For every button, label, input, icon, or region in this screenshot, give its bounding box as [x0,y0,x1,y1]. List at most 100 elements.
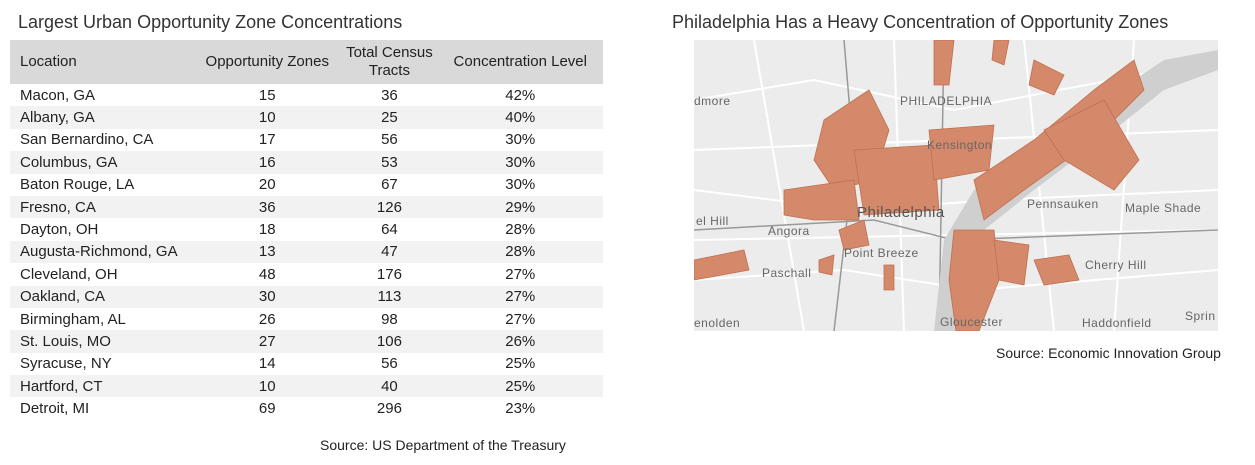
table-cell: 64 [381,221,398,239]
table-row: Baton Rouge, LA 20 67 30% [10,174,603,196]
map-label: Philadelphia [857,204,945,221]
table-cell: 47 [381,243,398,261]
header-cell: Opportunity Zones [205,53,329,70]
table-cell: Cleveland, OH [20,265,118,283]
table-row: Oakland, CA 30 113 27% [10,285,603,308]
table-cell: 26% [505,332,536,350]
table-cell: Albany, GA [20,109,95,127]
table-cell: 28% [505,221,536,239]
table-cell: 25% [505,355,536,373]
table-row: San Bernardino, CA 17 56 30% [10,129,603,151]
table-cell: 56 [381,355,398,373]
table-cell: 53 [381,153,398,171]
table-cell: 17 [258,131,276,149]
table-row: Detroit, MI 69 296 23% [10,397,603,419]
map: dmore PHILADELPHIA Kensington Philadelphia P… [694,40,1218,331]
table-row: St. Louis, MO 27 106 26% [10,330,603,353]
table-cell: 113 [377,288,402,306]
table-cell: 27% [505,265,536,283]
table-cell: Birmingham, AL [20,310,126,328]
map-label: Sprin [1185,309,1216,323]
map-source: Source: Economic Innovation Group [996,345,1221,361]
table-cell: 27% [505,310,536,328]
map-label: Maple Shade [1125,201,1201,215]
map-label: Angora [768,224,810,238]
table-row: Dayton, OH 18 64 28% [10,218,603,240]
table-row: Augusta-Richmond, GA 13 47 28% [10,240,603,264]
table-cell: 176 [376,265,402,283]
table-cell: 10 [258,377,276,395]
table-cell: Oakland, CA [20,288,106,306]
table-cell: 40% [505,109,536,127]
table-cell: Syracuse, NY [20,355,112,373]
table-cell: 30% [505,176,536,194]
map-label: Cherry Hill [1085,258,1147,272]
table-cell: 27% [505,288,536,306]
table-cell: 10 [258,109,276,127]
header-cell: Location [20,53,77,70]
table-row: Cleveland, OH 48 176 27% [10,263,603,285]
table-cell: Hartford, CT [20,377,103,395]
table-cell: 69 [258,400,276,418]
map-label: Gloucester [940,315,1003,329]
map-label: Kensington [927,138,992,152]
table-cell: 30 [258,288,276,306]
table-cell: 16 [258,153,276,171]
table-cell: Baton Rouge, LA [20,176,135,194]
table-cell: 26 [258,310,276,328]
table-cell: 40 [381,377,398,395]
table-row: Hartford, CT 10 40 25% [10,375,603,398]
header-cell: Total Census Tracts [346,44,433,79]
map-label: el Hill [696,214,729,228]
table-cell: Fresno, CA [20,198,96,216]
map-label: PHILADELPHIA [900,94,992,108]
table-row: Syracuse, NY 14 56 25% [10,353,603,375]
table-cell: 30% [505,153,536,171]
table-cell: 18 [258,221,276,239]
table-cell: 56 [381,131,398,149]
map-title: Philadelphia Has a Heavy Concentration o… [672,12,1169,32]
map-label: Haddonfield [1082,316,1152,330]
table-title: Largest Urban Opportunity Zone Concentra… [18,12,403,32]
table-cell: St. Louis, MO [20,332,111,350]
table-row: Birmingham, AL 26 98 27% [10,308,603,330]
table-cell: 67 [381,176,398,194]
table-cell: Augusta-Richmond, GA [20,243,178,261]
table-cell: Dayton, OH [20,221,99,239]
table-cell: 25% [505,377,536,395]
table-cell: 42% [505,86,536,104]
table-cell: 98 [381,310,398,328]
map-label: Pennsauken [1027,197,1099,211]
table-cell: 48 [258,265,276,283]
table-cell: 29% [505,198,536,216]
map-label: Paschall [762,266,811,280]
table-cell: 30% [505,131,536,149]
table-row: Columbus, GA 16 53 30% [10,151,603,174]
header-cell: Concentration Level [453,53,587,70]
table-cell: Detroit, MI [20,400,90,418]
map-label: dmore [694,94,731,108]
map-label: enolden [694,316,740,330]
table-source: Source: US Department of the Treasury [320,437,566,453]
table-cell: Columbus, GA [20,153,118,171]
table-row: Fresno, CA 36 126 29% [10,195,603,219]
table-cell: 126 [376,198,402,216]
table-cell: 20 [258,176,276,194]
table-cell: 106 [376,332,402,350]
table-row: Macon, GA 15 36 42% [10,84,603,106]
table-cell: 25 [381,109,398,127]
table-cell: Macon, GA [20,86,96,104]
header-row: Location Opportunity Zones Total Census Tr… [10,40,603,84]
table-cell: 27 [258,332,276,350]
table: Location Opportunity Zones Total Census Tr… [10,40,603,420]
table-cell: 15 [258,86,276,104]
table-cell: 23% [505,400,536,418]
table-cell: 14 [258,355,276,373]
table-cell: San Bernardino, CA [20,131,154,149]
table-cell: 296 [376,400,402,418]
table-cell: 36 [258,198,276,216]
map-label: Point Breeze [844,246,919,260]
table-row: Albany, GA 10 25 40% [10,106,603,129]
table-cell: 28% [505,243,536,261]
